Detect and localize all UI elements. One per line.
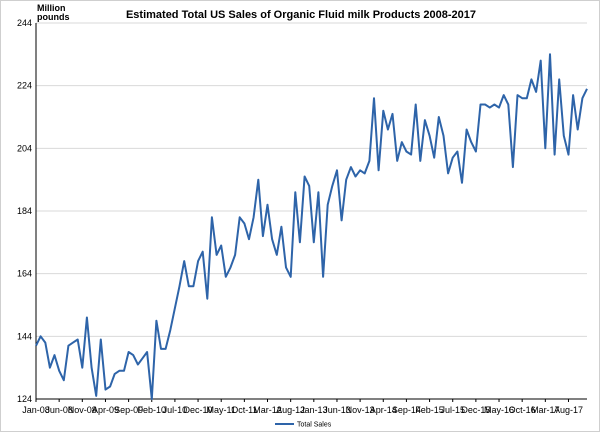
- x-tick-label: Aug-17: [554, 405, 583, 415]
- x-tick-label: Jan-08: [22, 405, 50, 415]
- x-tick-label: Jul-10: [163, 405, 188, 415]
- x-tick-label: Apr-14: [370, 405, 397, 415]
- gridlines: [36, 22, 587, 337]
- legend-label-total-sales: Total Sales: [297, 422, 332, 429]
- x-tick-label: Nov-08: [68, 405, 97, 415]
- x-tick-label: Sep-14: [392, 405, 421, 415]
- x-tick-label: Apr-09: [92, 405, 119, 415]
- x-tick-label: Mar-17: [531, 405, 560, 415]
- y-tick-label: 224: [17, 81, 32, 91]
- x-tick-label: Jun-13: [323, 405, 351, 415]
- chart-title: Estimated Total US Sales of Organic Flui…: [126, 9, 476, 21]
- y-tick-label: 164: [17, 269, 32, 279]
- x-tick-label: Feb-15: [415, 405, 444, 415]
- y-tick-label: 144: [17, 331, 32, 341]
- series-line-total-sales: [35, 53, 588, 400]
- x-tick-label: Dec-15: [461, 405, 490, 415]
- y-tick-label: 124: [17, 394, 32, 404]
- y-tick-label: 244: [17, 18, 32, 28]
- x-tick-label: Feb-10: [137, 405, 166, 415]
- y-tick-label: 204: [17, 143, 32, 153]
- x-tick-label: Oct-11: [231, 405, 257, 415]
- y-tick-label: 184: [17, 206, 32, 216]
- x-tick-label: Jan-13: [300, 405, 328, 415]
- x-axis-ticks: Jan-08Jun-08Nov-08Apr-09Sep-09Feb-10Jul-…: [22, 399, 583, 415]
- x-tick-label: Oct-16: [509, 405, 536, 415]
- x-tick-label: May-11: [207, 405, 236, 415]
- x-tick-label: Dec-10: [184, 405, 213, 415]
- x-tick-label: Nov-13: [346, 405, 375, 415]
- x-tick-label: Jun-08: [45, 405, 73, 415]
- x-tick-label: Aug-12: [276, 405, 305, 415]
- x-tick-label: May-16: [484, 405, 514, 415]
- x-tick-label: Sep-09: [114, 405, 143, 415]
- x-tick-label: Jul-15: [440, 405, 465, 415]
- y-axis-ticks: 124 144 164 184 204 224 244: [17, 18, 32, 404]
- legend: Total Sales: [275, 422, 332, 429]
- y-axis-unit-label: Million pounds: [37, 3, 70, 22]
- x-tick-label: Mar-12: [253, 405, 282, 415]
